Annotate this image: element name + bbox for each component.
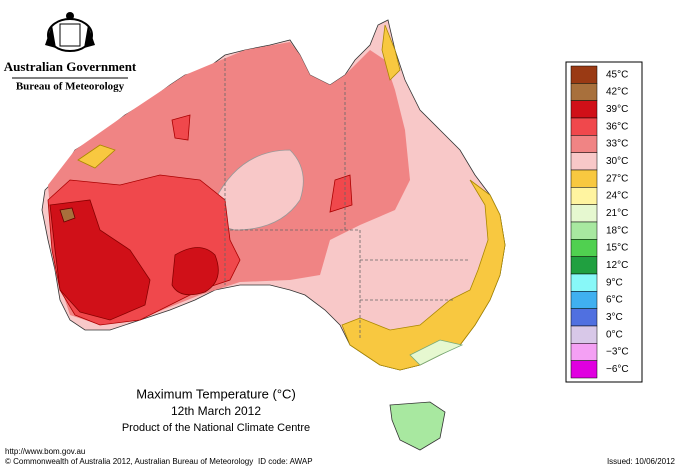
legend-swatch	[570, 65, 598, 84]
legend-swatch	[570, 239, 598, 257]
legend-swatch	[570, 291, 598, 309]
legend-swatch	[570, 256, 598, 275]
legend-label: 45°C	[606, 69, 628, 80]
legend-label: −6°C	[606, 364, 629, 375]
legend-label: 6°C	[606, 295, 623, 306]
legend-label: 24°C	[606, 191, 628, 202]
map-date: 12th March 2012	[171, 404, 261, 418]
legend-swatch	[570, 187, 598, 205]
footer-issued: Issued: 10/06/2012	[607, 457, 676, 466]
legend-label: 12°C	[606, 260, 628, 271]
legend-label: 27°C	[606, 173, 628, 184]
map-product: Product of the National Climate Centre	[122, 422, 310, 434]
legend-swatch	[570, 343, 598, 361]
legend-swatch	[570, 308, 598, 327]
legend-label: 33°C	[606, 139, 628, 150]
legend-label: 9°C	[606, 277, 623, 288]
legend-swatch	[570, 135, 598, 153]
legend-label: 42°C	[606, 87, 628, 98]
legend-swatch	[570, 325, 598, 344]
legend-label: 18°C	[606, 225, 628, 236]
legend: 45°C 42°C 39°C 36°C 33°C 30°C 27°C 24°C 21°C 18°C…	[570, 65, 629, 379]
legend-swatch	[570, 221, 598, 240]
legend-label: −3°C	[606, 347, 629, 358]
legend-swatch	[570, 152, 598, 171]
map-title: Maximum Temperature (°C)	[136, 386, 296, 401]
legend-label: 0°C	[606, 329, 623, 340]
footer-copyright: © Commonwealth of Australia 2012, Austra…	[5, 457, 253, 466]
legend-swatch	[570, 273, 598, 292]
legend-label: 36°C	[606, 121, 628, 132]
legend-swatch	[570, 83, 598, 101]
legend-label: 3°C	[606, 312, 623, 323]
crest	[45, 12, 95, 52]
legend-label: 21°C	[606, 208, 628, 219]
legend-label: 39°C	[606, 104, 628, 115]
legend-swatch	[570, 360, 598, 379]
legend-swatch	[570, 117, 598, 136]
legend-swatch	[570, 169, 598, 188]
legend-label: 30°C	[606, 156, 628, 167]
legend-label: 15°C	[606, 243, 628, 254]
legend-swatch	[570, 204, 598, 223]
gov-title: Australian Government	[4, 59, 137, 74]
bureau-title: Bureau of Meteorology	[16, 81, 125, 93]
legend-swatch	[570, 100, 598, 119]
footer-id: ID code: AWAP	[258, 457, 313, 466]
footer-url: http://www.bom.gov.au	[5, 447, 85, 456]
australia-map	[41, 19, 506, 451]
